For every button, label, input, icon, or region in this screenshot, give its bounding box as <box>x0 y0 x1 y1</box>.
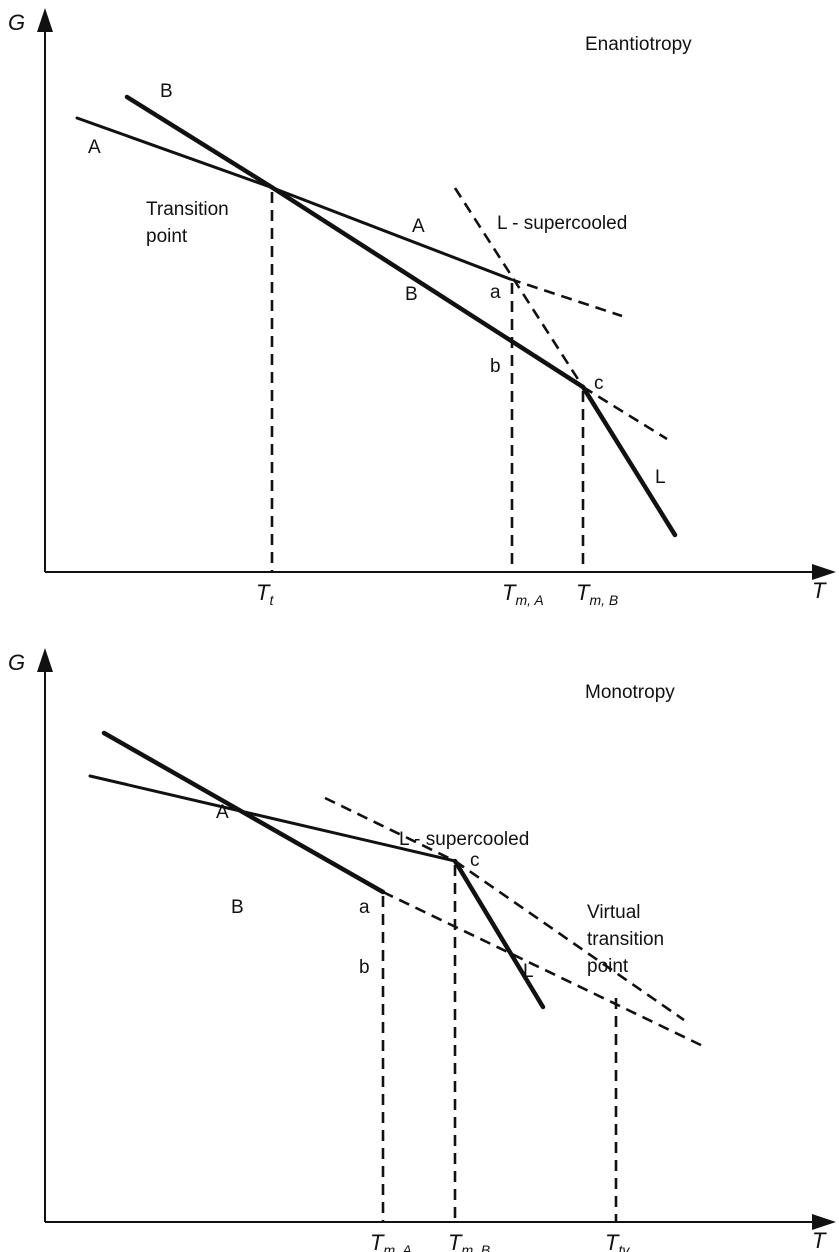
label-B-mid-top: B <box>405 284 418 305</box>
point-label-a-top: a <box>490 282 501 303</box>
label-transition-line2: point <box>146 226 188 247</box>
label-A-left-top: A <box>88 137 101 158</box>
label-B-bottom: B <box>231 897 244 918</box>
tick-label-tma-top: Tm, A <box>502 580 544 608</box>
solid-line-L-top <box>580 384 678 538</box>
g-axis-arrow-top <box>37 8 53 32</box>
point-label-a-bottom: a <box>359 897 370 918</box>
dashed-A-extension-bottom <box>382 890 708 1050</box>
label-L-top: L <box>655 467 666 488</box>
tick-label-tma-bottom: Tm, A <box>370 1230 412 1252</box>
label-L-bottom: L <box>523 961 534 982</box>
tick-label-tmb-bottom: Tm, B <box>448 1230 490 1252</box>
g-axis-label-top: G <box>8 10 25 35</box>
g-axis-label-bottom: G <box>8 650 25 675</box>
dashed-B-extension-top <box>582 385 668 441</box>
t-axis-label-bottom: T <box>812 1228 827 1252</box>
label-A-bottom: A <box>216 802 229 823</box>
tick-label-tmb-top: Tm, B <box>576 580 618 608</box>
t-axis-arrow-top <box>812 564 836 580</box>
label-virtual-line1: Virtual <box>587 902 641 923</box>
point-label-c-bottom: c <box>470 850 480 871</box>
monotropy-title: Monotropy <box>585 682 675 703</box>
t-axis-arrow-bottom <box>812 1214 836 1230</box>
enantiotropy-panel: G T Enantiotropy A B A B L L - supercool… <box>8 8 836 608</box>
label-liquid-supercooled-top: L - supercooled <box>497 213 627 234</box>
enantiotropy-title: Enantiotropy <box>585 34 692 55</box>
point-label-c-top: c <box>594 373 604 394</box>
tick-label-ttv: Ttv <box>605 1230 630 1252</box>
label-virtual-line2: transition <box>587 929 664 950</box>
point-label-b-bottom: b <box>359 957 370 978</box>
label-A-mid-top: A <box>412 216 425 237</box>
t-axis-label-top: T <box>812 578 827 603</box>
dashed-B-extension-bottom <box>454 859 685 1022</box>
g-axis-arrow-bottom <box>37 648 53 672</box>
solid-line-L-bottom <box>452 858 546 1010</box>
monotropy-panel: G T Monotropy A B L L - supercooled Virt… <box>8 648 836 1252</box>
label-virtual-line3: point <box>587 956 629 977</box>
dashed-liquid-supercooled-bottom <box>324 796 456 863</box>
label-liquid-supercooled-bottom: L - supercooled <box>399 829 529 850</box>
solid-line-B-top <box>124 94 586 390</box>
tick-label-tt: Tt <box>256 580 274 608</box>
label-B-left-top: B <box>160 81 173 102</box>
dashed-A-extension-top <box>509 277 623 318</box>
point-label-b-top: b <box>490 356 501 377</box>
label-transition-line1: Transition <box>146 199 229 220</box>
solid-line-B-bottom <box>88 774 457 863</box>
dashed-liquid-supercooled-top <box>453 187 585 388</box>
